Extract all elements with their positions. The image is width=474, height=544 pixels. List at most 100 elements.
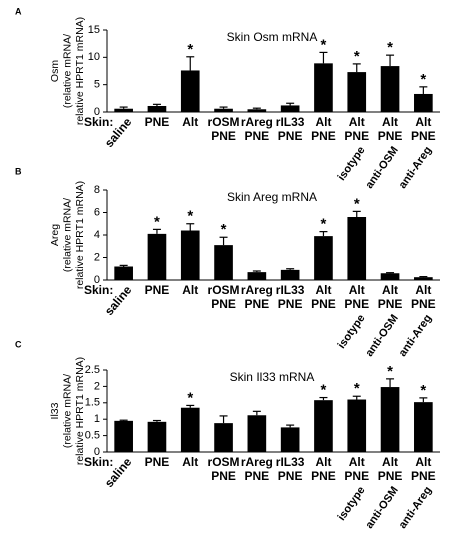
- bar: [347, 399, 367, 452]
- significance-mark: *: [354, 380, 360, 397]
- x-tick-label: PNE: [344, 469, 369, 483]
- bar: [280, 105, 300, 112]
- significance-mark: *: [387, 363, 393, 380]
- panel-label: C: [15, 339, 22, 349]
- x-tick-label: rIL33: [276, 455, 305, 469]
- y-axis-label: Areg: [49, 224, 61, 246]
- y-tick-label: 1.5: [85, 397, 100, 409]
- y-axis-label: (relative mRNA/: [61, 34, 73, 108]
- y-axis-label: Osm: [49, 60, 61, 82]
- x-tick-label: Alt: [415, 283, 431, 297]
- bar: [280, 269, 300, 280]
- bar: [147, 233, 167, 280]
- x-tick-label: PNE: [278, 469, 303, 483]
- bar: [380, 387, 400, 452]
- chart-title: Skin Areg mRNA: [227, 190, 317, 204]
- treatment-label: anti-OSM: [363, 313, 401, 359]
- y-tick-label: 4: [94, 229, 100, 241]
- x-tick-label: PNE: [278, 129, 303, 143]
- x-tick-label: Alt: [315, 455, 331, 469]
- bar: [214, 108, 233, 112]
- x-prefix: Skin:: [84, 283, 113, 297]
- significance-mark: *: [321, 36, 327, 53]
- x-tick-label: PNE: [145, 283, 170, 297]
- x-tick-label: PNE: [378, 469, 403, 483]
- treatment-label: anti-OSM: [363, 145, 401, 191]
- x-tick-label: rOSM: [208, 455, 240, 469]
- y-tick-label: 6: [94, 206, 100, 218]
- bar: [414, 277, 433, 280]
- x-tick-label: Alt: [182, 283, 198, 297]
- x-tick-label: Alt: [415, 115, 431, 129]
- y-tick-label: 15: [88, 24, 100, 36]
- x-tick-label: PNE: [278, 297, 303, 311]
- x-tick-label: PNE: [311, 469, 336, 483]
- x-tick-label: rIL33: [276, 115, 305, 129]
- bar: [114, 266, 133, 280]
- y-axis-label: relative HPRT1 mRNA): [74, 181, 86, 289]
- treatment-label: anti-Areg: [397, 145, 435, 191]
- significance-mark: *: [321, 216, 327, 233]
- y-tick-label: 2: [94, 380, 100, 392]
- significance-mark: *: [354, 195, 360, 212]
- y-axis-label: (relative mRNA/: [61, 198, 73, 272]
- y-axis-label: (relative mRNA/: [61, 374, 73, 448]
- x-tick-label: PNE: [344, 129, 369, 143]
- significance-mark: *: [187, 389, 193, 406]
- x-tick-label: PNE: [245, 129, 270, 143]
- x-tick-label: Alt: [382, 455, 398, 469]
- bar: [214, 423, 233, 452]
- x-tick-label: Alt: [182, 455, 198, 469]
- chart-title: Skin Il33 mRNA: [230, 370, 315, 384]
- bar: [280, 427, 300, 452]
- x-tick-label: Alt: [315, 283, 331, 297]
- bar: [314, 400, 333, 452]
- treatment-label: anti-OSM: [363, 485, 401, 531]
- x-tick-label: rOSM: [208, 115, 240, 129]
- x-tick-label: Alt: [182, 115, 198, 129]
- bar: [180, 407, 200, 452]
- bar: [347, 72, 367, 112]
- x-tick-label: PNE: [145, 115, 170, 129]
- chart-title: Skin Osm mRNA: [227, 30, 318, 44]
- x-prefix: Skin:: [84, 455, 113, 469]
- significance-mark: *: [354, 48, 360, 65]
- treatment-label: isotype: [336, 485, 368, 523]
- x-tick-label: rIL33: [276, 283, 305, 297]
- bar: [380, 273, 400, 280]
- y-tick-label: 10: [88, 51, 100, 63]
- x-tick-label: PNE: [411, 297, 436, 311]
- bar: [147, 105, 167, 112]
- bar: [147, 421, 167, 452]
- y-tick-label: 8: [94, 184, 100, 196]
- x-tick-label: Alt: [382, 115, 398, 129]
- x-tick-label: Alt: [382, 283, 398, 297]
- x-tick-label: rAreg: [241, 115, 273, 129]
- bar: [180, 230, 200, 280]
- significance-mark: *: [321, 382, 327, 399]
- x-tick-label: PNE: [211, 129, 236, 143]
- y-tick-label: 0.5: [85, 430, 100, 442]
- x-prefix: Skin:: [84, 115, 113, 129]
- bar: [347, 217, 367, 280]
- bar: [114, 420, 133, 452]
- x-tick-label: PNE: [411, 469, 436, 483]
- x-tick-label: Alt: [315, 115, 331, 129]
- x-tick-label: Alt: [349, 115, 365, 129]
- treatment-label: isotype: [336, 313, 368, 351]
- x-tick-label: PNE: [378, 129, 403, 143]
- x-tick-label: rOSM: [208, 283, 240, 297]
- significance-mark: *: [187, 41, 193, 58]
- bar: [314, 63, 333, 112]
- y-tick-label: 2: [94, 251, 100, 263]
- x-tick-label: Alt: [349, 455, 365, 469]
- y-tick-label: 1: [94, 413, 100, 425]
- significance-mark: *: [187, 208, 193, 225]
- x-tick-label: PNE: [311, 129, 336, 143]
- treatment-label: anti-Areg: [397, 313, 435, 359]
- bar: [247, 415, 267, 452]
- x-tick-label: rAreg: [241, 283, 273, 297]
- x-tick-label: PNE: [211, 297, 236, 311]
